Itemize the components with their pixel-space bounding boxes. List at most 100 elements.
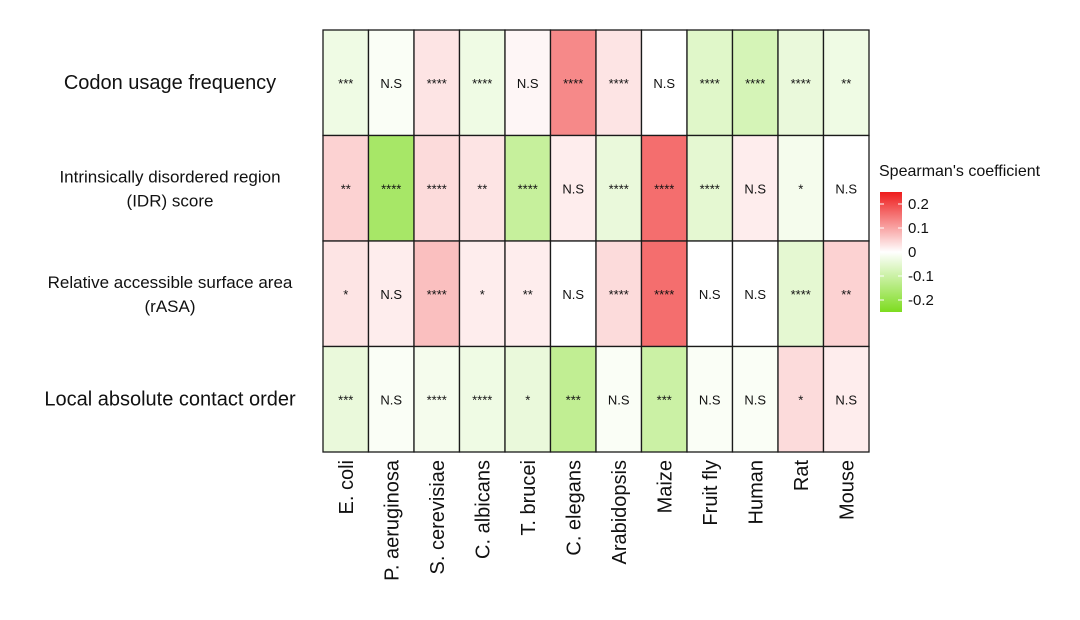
heatmap-cell	[686, 345, 734, 453]
significance-label: ****	[472, 76, 492, 91]
significance-label: ***	[566, 392, 581, 407]
heatmap-cell	[640, 29, 688, 137]
heatmap-cell	[595, 240, 643, 348]
legend-tick-label: 0	[908, 244, 916, 261]
significance-label: ****	[700, 76, 720, 91]
legend-tick-label: 0.1	[908, 220, 929, 237]
column-label: S. cerevisiae	[427, 460, 449, 575]
significance-label: N.S	[835, 392, 857, 407]
significance-label: N.S	[653, 76, 675, 91]
significance-label: ****	[654, 181, 674, 196]
column-label: P. aeruginosa	[381, 459, 403, 581]
significance-label: N.S	[744, 287, 766, 302]
column-label: C. elegans	[563, 460, 585, 556]
significance-label: ****	[381, 181, 401, 196]
significance-label: *	[798, 181, 803, 196]
heatmap-cell	[777, 134, 825, 242]
significance-label: **	[341, 181, 351, 196]
heatmap-cell	[549, 345, 597, 453]
heatmap-cell	[822, 29, 870, 137]
significance-label: *	[798, 392, 803, 407]
significance-label: N.S	[380, 76, 402, 91]
heatmap-cell	[504, 345, 552, 453]
row-label: (rASA)	[145, 297, 196, 316]
heatmap-cell	[367, 345, 415, 453]
heatmap-cell	[413, 345, 461, 453]
heatmap-cell	[731, 134, 779, 242]
row-label: (IDR) score	[127, 191, 214, 210]
significance-label: **	[523, 287, 533, 302]
legend-colorbar	[880, 192, 902, 312]
significance-label: N.S	[380, 287, 402, 302]
significance-label: ****	[427, 392, 447, 407]
significance-label: N.S	[608, 392, 630, 407]
legend-tick-label: -0.1	[908, 268, 934, 285]
significance-label: N.S	[744, 181, 766, 196]
legend-tick-label: -0.2	[908, 292, 934, 309]
significance-label: ****	[654, 287, 674, 302]
significance-label: N.S	[744, 392, 766, 407]
column-label: T. brucei	[518, 460, 540, 536]
significance-label: ****	[700, 181, 720, 196]
significance-label: ****	[791, 76, 811, 91]
significance-label: ***	[338, 392, 353, 407]
column-label: E. coli	[336, 460, 358, 514]
heatmap-cell	[822, 240, 870, 348]
column-label: Arabidopsis	[609, 460, 631, 565]
heatmap-cell	[731, 345, 779, 453]
heatmap-cell	[504, 240, 552, 348]
significance-label: ****	[745, 76, 765, 91]
heatmap-cell	[458, 345, 506, 453]
heatmap-cell	[367, 29, 415, 137]
row-label: Relative accessible surface area	[48, 273, 293, 292]
heatmap-cell	[367, 134, 415, 242]
heatmap-cell	[413, 29, 461, 137]
heatmap-cell	[458, 134, 506, 242]
significance-label: N.S	[699, 392, 721, 407]
row-label: Local absolute contact order	[44, 388, 296, 410]
heatmap-cell	[640, 134, 688, 242]
heatmap-cell	[549, 134, 597, 242]
significance-label: ****	[518, 181, 538, 196]
heatmap-cell	[595, 134, 643, 242]
legend-title: Spearman's coefficient	[879, 163, 1041, 180]
column-label: Maize	[654, 460, 676, 513]
significance-label: ****	[609, 76, 629, 91]
significance-label: ****	[563, 76, 583, 91]
heatmap-cell	[504, 134, 552, 242]
significance-label: N.S	[835, 181, 857, 196]
significance-label: ****	[427, 287, 447, 302]
significance-label: ***	[657, 392, 672, 407]
significance-label: **	[841, 287, 851, 302]
heatmap-cell	[549, 29, 597, 137]
heatmap-cell	[822, 134, 870, 242]
significance-label: ****	[427, 181, 447, 196]
significance-label: ****	[791, 287, 811, 302]
significance-label: ****	[427, 76, 447, 91]
heatmap-cell	[413, 240, 461, 348]
row-label: Codon usage frequency	[64, 72, 276, 94]
column-label: Fruit fly	[700, 460, 722, 526]
significance-label: N.S	[562, 181, 584, 196]
significance-label: N.S	[517, 76, 539, 91]
heatmap-cell	[777, 345, 825, 453]
legend-tick-label: 0.2	[908, 196, 929, 213]
significance-label: ****	[609, 181, 629, 196]
significance-label: N.S	[699, 287, 721, 302]
column-label: Rat	[791, 460, 813, 492]
significance-label: ****	[472, 392, 492, 407]
significance-label: N.S	[562, 287, 584, 302]
heatmap-cell	[731, 29, 779, 137]
heatmap-cell	[595, 345, 643, 453]
row-label: Intrinsically disordered region	[59, 167, 280, 186]
significance-label: **	[841, 76, 851, 91]
heatmap-cell	[458, 240, 506, 348]
heatmap-cell	[322, 29, 370, 137]
significance-label: ****	[609, 287, 629, 302]
significance-label: *	[480, 287, 485, 302]
significance-label: ***	[338, 76, 353, 91]
significance-label: **	[477, 181, 487, 196]
column-label: Mouse	[836, 460, 858, 520]
heatmap-cell	[686, 134, 734, 242]
